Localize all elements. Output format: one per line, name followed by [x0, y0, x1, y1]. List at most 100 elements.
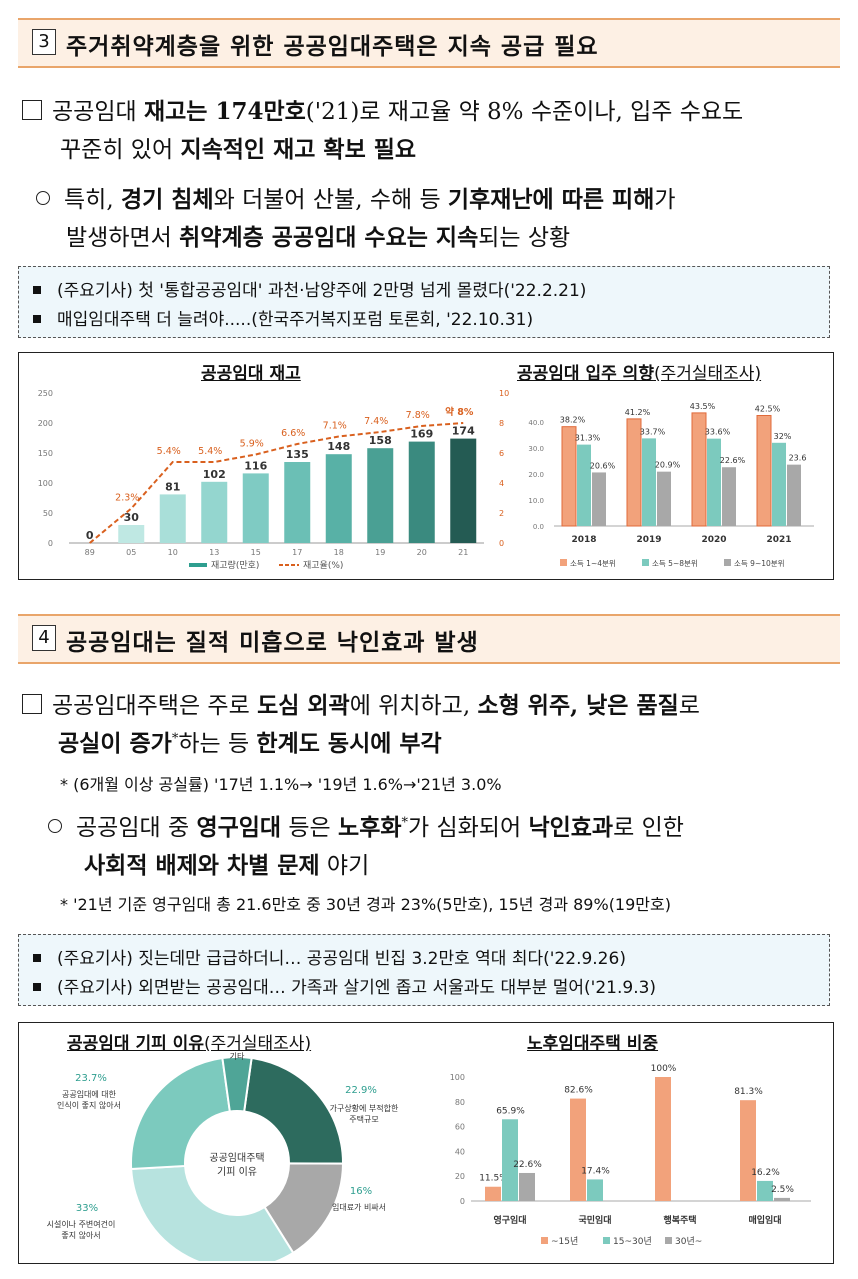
data-label: 38.2% [560, 416, 586, 425]
data-label: 158 [369, 434, 392, 447]
y2-tick-label: 0 [499, 539, 504, 548]
legend-swatch [560, 559, 567, 566]
chart4-title: 노후임대주택 비중 [527, 1034, 659, 1054]
legend-swatch [642, 559, 649, 566]
slice-percent: 33% [76, 1203, 98, 1214]
bar [159, 494, 186, 543]
data-label: 100% [651, 1064, 677, 1074]
slice-name: 좋지 않아서 [61, 1230, 100, 1240]
bar [201, 481, 228, 543]
chart-box-1: 공공임대 재고 공공임대 입주 의향(주거실태조사) 0 50 100 150 200 2… [18, 352, 834, 580]
data-label: 33.7% [640, 427, 666, 436]
bar [757, 1180, 773, 1201]
bar [577, 444, 591, 526]
rate-line [89, 422, 464, 544]
x-tick-label: 2019 [636, 535, 661, 545]
news-box-2: (주요기사) 짓는데만 급급하더니… 공공임대 빈집 3.2만호 역대 최다('… [18, 934, 830, 1006]
data-label: 31.3% [575, 434, 601, 443]
y-tick-label: 0.0 [533, 523, 544, 531]
y-tick-label: 40.0 [528, 419, 544, 427]
data-label: 16.2% [751, 1168, 780, 1178]
bar [592, 472, 606, 526]
x-tick-label: 89 [85, 548, 95, 557]
bar [325, 454, 352, 543]
y2-tick-label: 8 [499, 419, 504, 428]
data-label: 65.9% [496, 1106, 525, 1116]
data-label: 169 [410, 428, 433, 441]
sec4-para1-line1: 공공임대주택은 주로 도심 외곽에 위치하고, 소형 위주, 낮은 품질로 [22, 686, 700, 720]
bar [367, 448, 394, 543]
y-tick-label: 60 [455, 1123, 465, 1132]
bullet-icon [33, 315, 41, 323]
bar [587, 1179, 603, 1201]
bar [450, 438, 477, 543]
chart2-title: 공공임대 입주 의향(주거실태조사) [517, 364, 762, 384]
y-tick-label: 0 [48, 539, 53, 548]
bar [519, 1172, 535, 1201]
slice-percent: 23.7% [75, 1073, 107, 1084]
rate-label: 5.9% [240, 439, 264, 450]
bar [502, 1119, 518, 1201]
bar [691, 412, 707, 527]
data-label: 135 [286, 448, 309, 461]
data-label: 43.5% [690, 402, 716, 411]
news-item: 매입임대주택 더 늘려야.....(한국주거복지포럼 토론회, '22.10.3… [33, 305, 533, 330]
x-tick-label: 18 [334, 548, 344, 557]
section-title: 주거취약계층을 위한 공공임대주택은 지속 공급 필요 [66, 34, 599, 60]
x-tick-label: 13 [209, 548, 219, 557]
bullet-icon [33, 286, 41, 294]
x-tick-label: 20 [417, 548, 427, 557]
x-tick-label: 2020 [701, 535, 726, 545]
slice-name: 인식이 좋지 않아서 [57, 1100, 121, 1110]
slice-name: 주택규모 [349, 1114, 378, 1124]
y-tick-label: 10.0 [528, 497, 544, 505]
sec4-para2-line1: 공공임대 중 영구임대 등은 노후화*가 심화되어 낙인효과로 인한 [48, 808, 684, 842]
data-label: 81 [165, 480, 180, 493]
data-label: 22.6% [720, 456, 746, 465]
legend-swatch [603, 1237, 610, 1244]
pie-slice [130, 1164, 295, 1261]
x-tick-label: 19 [375, 548, 385, 557]
data-label: 116 [244, 459, 267, 472]
rate-label: 6.6% [281, 428, 305, 439]
sec4-note2: * '21년 기준 영구임대 총 21.6만호 중 30년 경과 23%(5만호… [60, 895, 671, 914]
data-label: 23.6 [789, 454, 807, 463]
sec4-note1: * (6개월 이상 공실률) '17년 1.1%→ '19년 1.6%→'21년… [60, 775, 502, 794]
data-label: 42.5% [755, 405, 781, 414]
bar [756, 415, 772, 527]
sec3-para2-line2: 발생하면서 취약계층 공공임대 수요는 지속되는 상황 [66, 224, 571, 251]
data-label: 2.5% [771, 1185, 794, 1195]
slice-name: 임대료가 비싸서 [332, 1202, 386, 1212]
sec3-para1-line1: 공공임대 재고는 174만호('21)로 재고율 약 8% 수준이나, 입주 수… [22, 92, 743, 126]
legend-label: 재고량(만호) [211, 559, 259, 571]
data-label: 174 [452, 425, 475, 438]
bar [774, 1197, 790, 1201]
y2-tick-label: 4 [499, 479, 504, 488]
y2-tick-label: 2 [499, 509, 504, 518]
y-tick-label: 40 [455, 1147, 465, 1156]
bar [740, 1100, 756, 1201]
y-tick-label: 100 [38, 479, 53, 488]
slice-name: 공공임대에 대한 [62, 1090, 117, 1099]
bar [284, 462, 311, 543]
y-tick-label: 150 [38, 449, 53, 458]
section-title: 공공임대는 질적 미흡으로 낙인효과 발생 [66, 630, 479, 656]
legend-label: 15~30년 [613, 1236, 652, 1247]
legend-swatch [189, 563, 207, 567]
square-bullet-icon [22, 100, 42, 120]
y-tick-label: 30.0 [528, 445, 544, 453]
legend-swatch [665, 1237, 672, 1244]
slice-name: 가구상황에 부적합한 [330, 1103, 399, 1113]
bullet-icon [33, 954, 41, 962]
bar [242, 473, 269, 543]
x-tick-label: 17 [292, 548, 302, 557]
legend-swatch [541, 1237, 548, 1244]
y2-tick-label: 10 [499, 389, 509, 398]
x-tick-label: 2018 [571, 535, 596, 545]
sec3-para2-line1: 특히, 경기 침체와 더불어 산불, 수해 등 기후재난에 따른 피해가 [36, 180, 676, 214]
donut-center-label: 기피 이유 [217, 1166, 257, 1178]
chart-box-2: 공공임대 기피 이유(주거실태조사) 노후임대주택 비중 22.9% 가구상황에 … [18, 1022, 834, 1264]
data-label: 148 [327, 440, 350, 453]
x-tick-label: 영구임대 [493, 1214, 526, 1226]
rate-label: 5.4% [198, 446, 222, 457]
